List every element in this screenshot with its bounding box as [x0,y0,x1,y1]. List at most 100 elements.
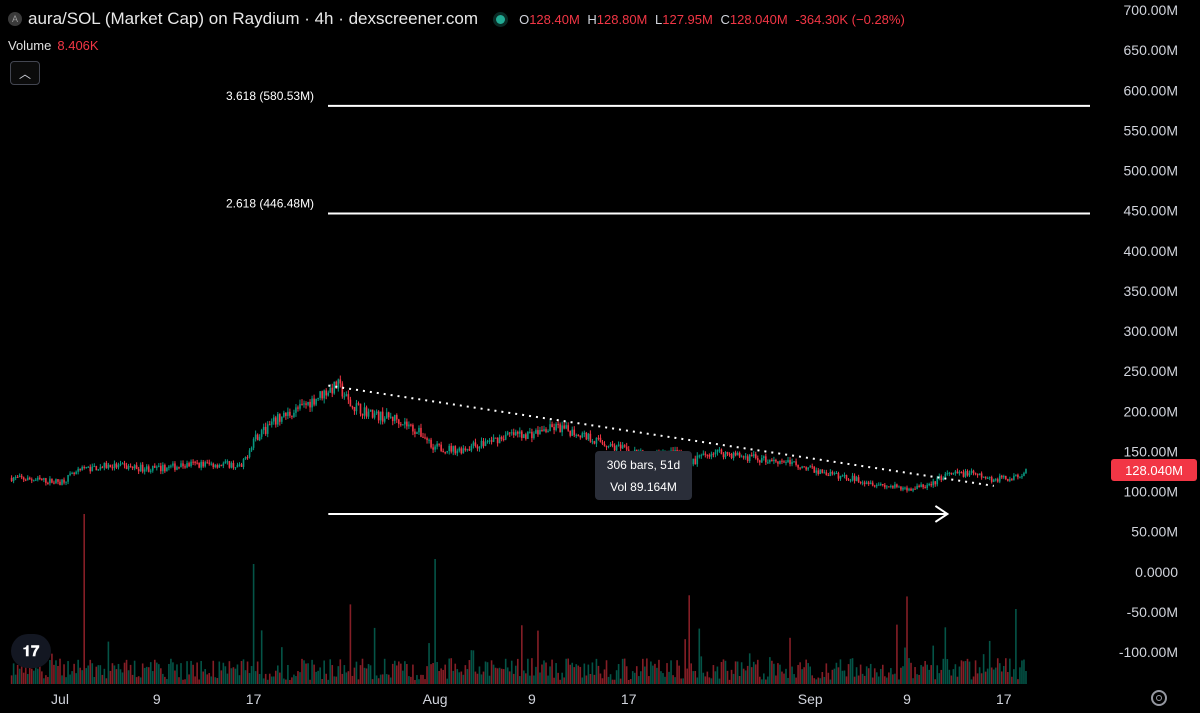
volume-bar [666,663,668,684]
candle-body [295,407,297,413]
y-tick-label: 700.00M [1124,2,1178,18]
candle-body [141,464,144,472]
candle-body [609,443,612,447]
volume-bar [321,679,323,684]
volume-bar [303,660,305,684]
candle-body [432,447,434,450]
volume-bar [974,660,977,684]
candle-body [414,431,416,434]
candle-body [928,484,930,486]
candle-body [783,461,785,463]
volume-bar [345,672,348,684]
candle-body [587,433,590,440]
candle-body [996,479,999,482]
candle-body [349,399,352,407]
candle-body [365,407,368,417]
candle-body [190,461,192,467]
volume-bar [591,662,594,684]
candle-body [490,440,493,442]
candle-body [559,424,561,433]
candle-body [710,453,713,457]
volume-bar [369,665,372,684]
tradingview-logo-icon[interactable]: 𝟏𝟕 [11,634,51,668]
candle-body [422,436,424,438]
candle-body [381,411,384,422]
volume-bar [718,678,721,684]
candle-body [315,398,317,405]
volume-bar [400,663,402,684]
volume-bar [514,665,517,684]
volume-bar [121,672,124,684]
volume-bar [637,676,640,684]
volume-bar [892,674,894,684]
volume-bar [47,676,49,684]
volume-bar [105,678,108,684]
volume-bar [109,670,112,684]
volume-bar [478,666,481,684]
candle-body [827,475,830,477]
candle-body [65,481,67,483]
volume-bar [335,676,338,684]
candle-body [73,472,75,474]
volume-bar [196,662,198,684]
collapse-legend-button[interactable]: ︿ [10,61,40,85]
candle-body [317,397,319,399]
volume-bar [992,669,995,684]
candle-body [389,416,392,418]
volume-bar [646,658,648,684]
volume-bar [1021,660,1023,684]
candle-body [1025,468,1027,474]
candle-body [900,486,902,490]
volume-bar [690,663,693,684]
volume-bar [984,671,987,684]
volume-bar [621,658,624,684]
candle-body [750,454,753,457]
candle-body [875,484,878,487]
price-candles [10,375,1027,493]
volume-bar [240,661,243,684]
volume-bar [898,679,900,684]
volume-bar [779,664,781,684]
volume-bar [593,674,596,684]
volume-bar [61,675,63,684]
candle-body [478,447,481,449]
volume-bar [264,673,267,684]
volume-bar [97,665,100,684]
candle-body [978,473,981,476]
settings-icon[interactable] [1151,690,1167,706]
volume-bar [149,662,152,684]
candle-body [468,449,471,451]
volume-bar [787,677,789,684]
volume-bar [894,673,896,684]
candle-body [512,432,515,435]
candle-body [922,484,924,488]
candle-body [418,427,420,433]
candle-body [442,450,444,453]
symbol-title[interactable]: aura/SOL (Market Cap) on Raydium · 4h · … [28,9,479,28]
volume-bar [714,671,717,684]
volume-bar [944,627,947,684]
volume-bar [785,668,787,684]
volume-bar [297,671,299,684]
candle-body [404,421,406,425]
candle-body [867,482,870,484]
candle-body [462,448,465,454]
volume-bar [208,673,211,684]
candle-body [359,403,362,414]
volume-bar [825,663,828,684]
volume-bar [549,666,551,684]
volume-bar [837,667,840,684]
candle-body [1023,473,1025,477]
volume-label[interactable]: Volume [8,38,52,53]
candle-body [613,445,616,451]
candle-body [593,441,596,444]
volume-bar [468,660,471,684]
candle-body [438,443,440,445]
volume-bar [1015,608,1017,684]
volume-bar [920,665,922,684]
volume-bar [519,676,521,684]
candle-body [335,381,338,389]
volume-bar [416,675,418,684]
volume-bar [839,659,842,684]
